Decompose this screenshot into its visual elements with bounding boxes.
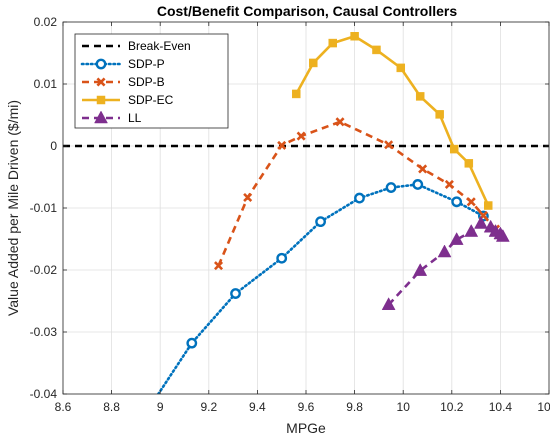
series-ll-point bbox=[413, 263, 428, 276]
series-sdp-p-point bbox=[412, 179, 424, 190]
legend-sdp-ec-label: SDP-EC bbox=[128, 93, 174, 107]
chart-title: Cost/Benefit Comparison, Causal Controll… bbox=[157, 3, 457, 19]
x-tick-label: 9.4 bbox=[249, 400, 266, 414]
series-sdp-p-point bbox=[230, 288, 241, 299]
y-axis-label: Value Added per Mile Driven ($/mi) bbox=[5, 100, 21, 316]
legend-sdp-ec: SDP-EC bbox=[82, 93, 174, 107]
series-sdp-p-point bbox=[276, 252, 288, 264]
legend-sdp-ec-point bbox=[96, 95, 106, 105]
x-tick-label: 10.2 bbox=[440, 400, 464, 414]
legend-sdp-b-point bbox=[96, 77, 106, 87]
legend-break-even: Break-Even bbox=[82, 39, 191, 53]
legend-ll-point bbox=[94, 110, 108, 124]
x-tick-label: 10 bbox=[397, 400, 411, 414]
series-sdp-ec-point bbox=[309, 58, 318, 68]
x-tick-label: 9 bbox=[157, 400, 164, 414]
y-tick-labels: -0.04 -0.03 -0.02 -0.01 0 0.01 0.02 bbox=[30, 15, 58, 401]
series-sdp-p-point bbox=[451, 196, 463, 208]
series-sdp-b bbox=[214, 117, 501, 271]
ticks bbox=[62, 21, 550, 395]
series-sdp-ec-point bbox=[435, 110, 444, 119]
series-sdp-b-point bbox=[214, 261, 224, 271]
x-tick-label: 10.4 bbox=[489, 400, 513, 414]
series-sdp-ec-point bbox=[449, 144, 459, 154]
x-tick-label: 9.6 bbox=[298, 400, 315, 414]
legend-sdp-p-label: SDP-P bbox=[128, 57, 165, 71]
series-sdp-ec-point bbox=[415, 92, 425, 101]
series-sdp-ec-point bbox=[372, 45, 381, 55]
x-tick-label: 8.8 bbox=[103, 400, 120, 414]
legend-sdp-b-label: SDP-B bbox=[128, 75, 165, 89]
series-ll-point bbox=[381, 297, 396, 310]
series-sdp-b-point bbox=[277, 140, 287, 150]
y-tick-label: 0.01 bbox=[34, 77, 58, 91]
series-sdp-p-point bbox=[385, 182, 397, 193]
series-sdp-ec-point bbox=[484, 201, 493, 210]
legend-ll-label: LL bbox=[128, 111, 142, 125]
series-sdp-p-point bbox=[354, 192, 365, 204]
series-sdp-ec-point bbox=[464, 159, 474, 168]
y-tick-label: 0.02 bbox=[34, 15, 58, 29]
series-sdp-b-point bbox=[335, 117, 345, 127]
series-ll bbox=[381, 215, 510, 310]
x-tick-label: 9.2 bbox=[200, 400, 217, 414]
legend-ll: LL bbox=[82, 110, 142, 125]
series-sdp-p-line bbox=[156, 183, 485, 394]
legend-sdp-b: SDP-B bbox=[82, 75, 165, 89]
y-tick-label: 0 bbox=[50, 139, 57, 153]
legend-sdp-p-point bbox=[95, 58, 107, 70]
legend-entries: Break-Even SDP-P SDP-B SDP-EC LL bbox=[80, 39, 191, 125]
series-sdp-b-point bbox=[243, 192, 253, 202]
legend-break-even-label: Break-Even bbox=[128, 39, 191, 53]
x-axis-label: MPGe bbox=[286, 420, 326, 436]
series-ll-line bbox=[387, 222, 504, 306]
legend-sdp-p: SDP-P bbox=[80, 57, 165, 71]
y-tick-label: -0.04 bbox=[30, 387, 58, 401]
series-ll-point bbox=[449, 232, 464, 245]
series-sdp-b-point bbox=[384, 140, 394, 150]
y-tick-label: -0.03 bbox=[30, 325, 58, 339]
series-ll-point bbox=[495, 228, 510, 242]
series-sdp-ec-point bbox=[328, 38, 337, 48]
legend: Break-Even SDP-P SDP-B SDP-EC LL bbox=[74, 33, 229, 129]
series-sdp-ec-point bbox=[396, 63, 406, 73]
series-ll-point bbox=[474, 215, 488, 229]
series-sdp-p-point bbox=[186, 337, 198, 349]
x-tick-labels: 8.6 8.8 9 9.2 9.4 9.6 9.8 10 10.2 10.4 10.6 bbox=[55, 400, 550, 414]
x-tick-label: 8.6 bbox=[55, 400, 72, 414]
series-sdp-b-point bbox=[466, 197, 476, 207]
series-ll-point bbox=[437, 244, 452, 258]
series-sdp-ec-point bbox=[350, 32, 359, 41]
series-ll-point bbox=[464, 224, 479, 237]
series-sdp-ec-point bbox=[292, 89, 301, 99]
series-sdp-b-point bbox=[418, 164, 428, 174]
series-layer bbox=[63, 32, 549, 394]
series-sdp-b-point bbox=[296, 131, 306, 141]
series-sdp-p-point bbox=[315, 216, 326, 228]
series-sdp-b-point bbox=[444, 179, 454, 189]
series-sdp-ec bbox=[292, 32, 493, 210]
x-tick-label: 10.6 bbox=[537, 400, 550, 414]
x-tick-label: 9.8 bbox=[346, 400, 363, 414]
y-tick-label: -0.02 bbox=[30, 263, 58, 277]
y-tick-label: -0.01 bbox=[30, 201, 58, 215]
